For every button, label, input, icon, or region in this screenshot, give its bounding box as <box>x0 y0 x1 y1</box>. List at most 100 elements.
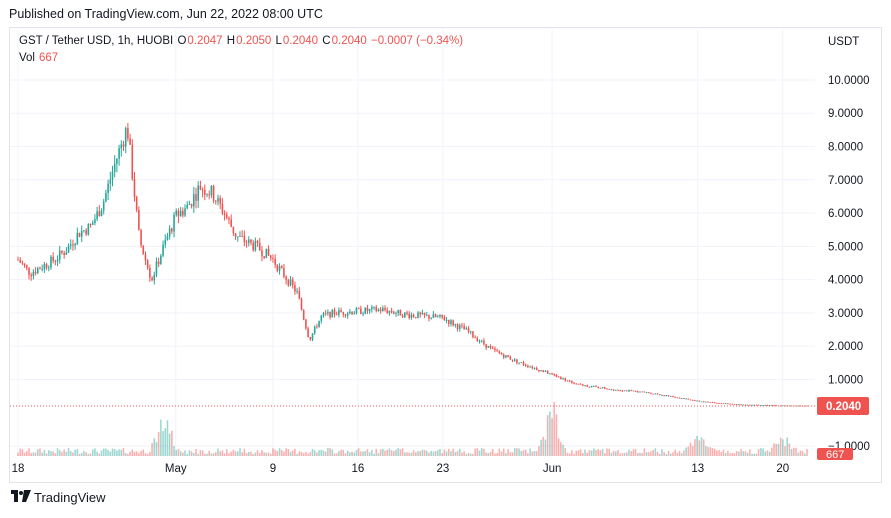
volume-bar <box>98 453 101 456</box>
volume-bar <box>360 451 362 456</box>
candle-body <box>47 267 50 269</box>
volume-bar <box>166 420 169 456</box>
volume-bar <box>452 448 454 456</box>
candle-body <box>302 309 305 320</box>
volume-bar <box>683 450 685 456</box>
candle-body <box>740 404 742 406</box>
x-tick-label: 9 <box>270 463 276 475</box>
candle-body <box>56 259 59 262</box>
candle-body <box>678 397 681 399</box>
candle-body <box>724 403 727 405</box>
volume-label: Vol <box>19 52 35 64</box>
candle-body <box>58 250 61 260</box>
volume-bar <box>72 452 74 456</box>
volume-bar <box>740 449 742 456</box>
volume-bar <box>652 449 654 456</box>
candle-body <box>590 386 593 388</box>
volume-bar <box>410 452 413 456</box>
volume-bar <box>50 451 52 456</box>
volume-bar <box>357 448 360 456</box>
candle-body <box>355 308 358 314</box>
y-tick-label: 2.0000 <box>828 341 863 353</box>
volume-bar <box>643 448 646 456</box>
volume-bar <box>538 445 540 456</box>
candle-body <box>212 185 215 201</box>
volume-bar <box>151 443 153 456</box>
volume-bar <box>487 452 490 456</box>
candle-body <box>535 367 538 370</box>
candle-body <box>599 387 602 389</box>
candle-body <box>771 405 773 406</box>
volume-bar <box>212 453 215 456</box>
volume-bar <box>571 450 573 456</box>
volume-bar <box>584 449 586 456</box>
volume-bar <box>582 452 584 456</box>
volume-bar <box>371 449 373 456</box>
candle-body <box>551 373 553 375</box>
candle-body <box>500 352 503 355</box>
candle-body <box>122 144 125 147</box>
volume-bar <box>599 450 602 456</box>
y-tick-label: 8.0000 <box>828 142 863 154</box>
volume-bar <box>689 442 692 456</box>
candle-body <box>208 194 211 196</box>
candle-body <box>656 393 659 395</box>
candle-body <box>199 185 202 190</box>
candle-body <box>461 325 463 327</box>
candle-body <box>735 404 738 406</box>
candle-body <box>349 311 351 314</box>
volume-bar <box>777 443 780 456</box>
volume-bar <box>557 438 560 456</box>
volume-bar <box>34 452 37 456</box>
volume-bar <box>621 453 624 456</box>
volume-bar <box>520 450 523 456</box>
candle-body <box>619 390 621 392</box>
candle-body <box>522 362 525 365</box>
tradingview-logo[interactable]: TradingView <box>11 490 106 505</box>
volume-bar <box>518 448 520 456</box>
volume-bar <box>327 448 329 456</box>
volume-bar <box>56 448 59 456</box>
candle-body <box>691 399 694 401</box>
candle-body <box>371 307 373 310</box>
candle-body <box>601 387 604 389</box>
candle-body <box>69 244 72 246</box>
candle-body <box>465 328 468 330</box>
candle-body <box>243 235 246 243</box>
volume-bar <box>757 449 760 456</box>
y-tick-label: 1.0000 <box>828 374 863 386</box>
candle-body <box>265 248 268 258</box>
volume-bar <box>131 449 134 456</box>
volume-bar <box>30 452 32 456</box>
volume-bar <box>116 450 118 456</box>
volume-bar <box>96 451 98 456</box>
x-tick-label: Jun <box>543 463 562 475</box>
candle-body <box>232 226 235 234</box>
volume-bar <box>667 450 670 456</box>
last-price-value: 0.2040 <box>826 401 861 413</box>
candle-body <box>225 214 228 218</box>
candle-body <box>204 189 206 195</box>
candle-body <box>168 228 171 237</box>
volume-bar <box>711 448 714 456</box>
grid-lines <box>10 30 815 456</box>
candle-body <box>17 259 19 261</box>
volume-bar <box>705 446 707 456</box>
volume-bar <box>157 431 160 456</box>
volume-bar <box>83 451 85 456</box>
candle-body <box>333 309 336 315</box>
candle-body <box>799 405 802 407</box>
volume-bar <box>294 448 296 456</box>
volume-bar <box>797 452 800 456</box>
x-tick-label: 23 <box>436 463 449 475</box>
volume-bar <box>419 451 421 456</box>
candle-body <box>247 239 250 243</box>
candle-body <box>278 266 281 271</box>
volume-bar <box>566 452 569 456</box>
time-axis: 18 May 9 16 23 Jun 13 20 <box>12 463 790 475</box>
candle-body <box>540 370 542 372</box>
volume-bar <box>713 448 716 456</box>
volume-bar <box>786 437 789 456</box>
volume-bar <box>656 451 659 456</box>
